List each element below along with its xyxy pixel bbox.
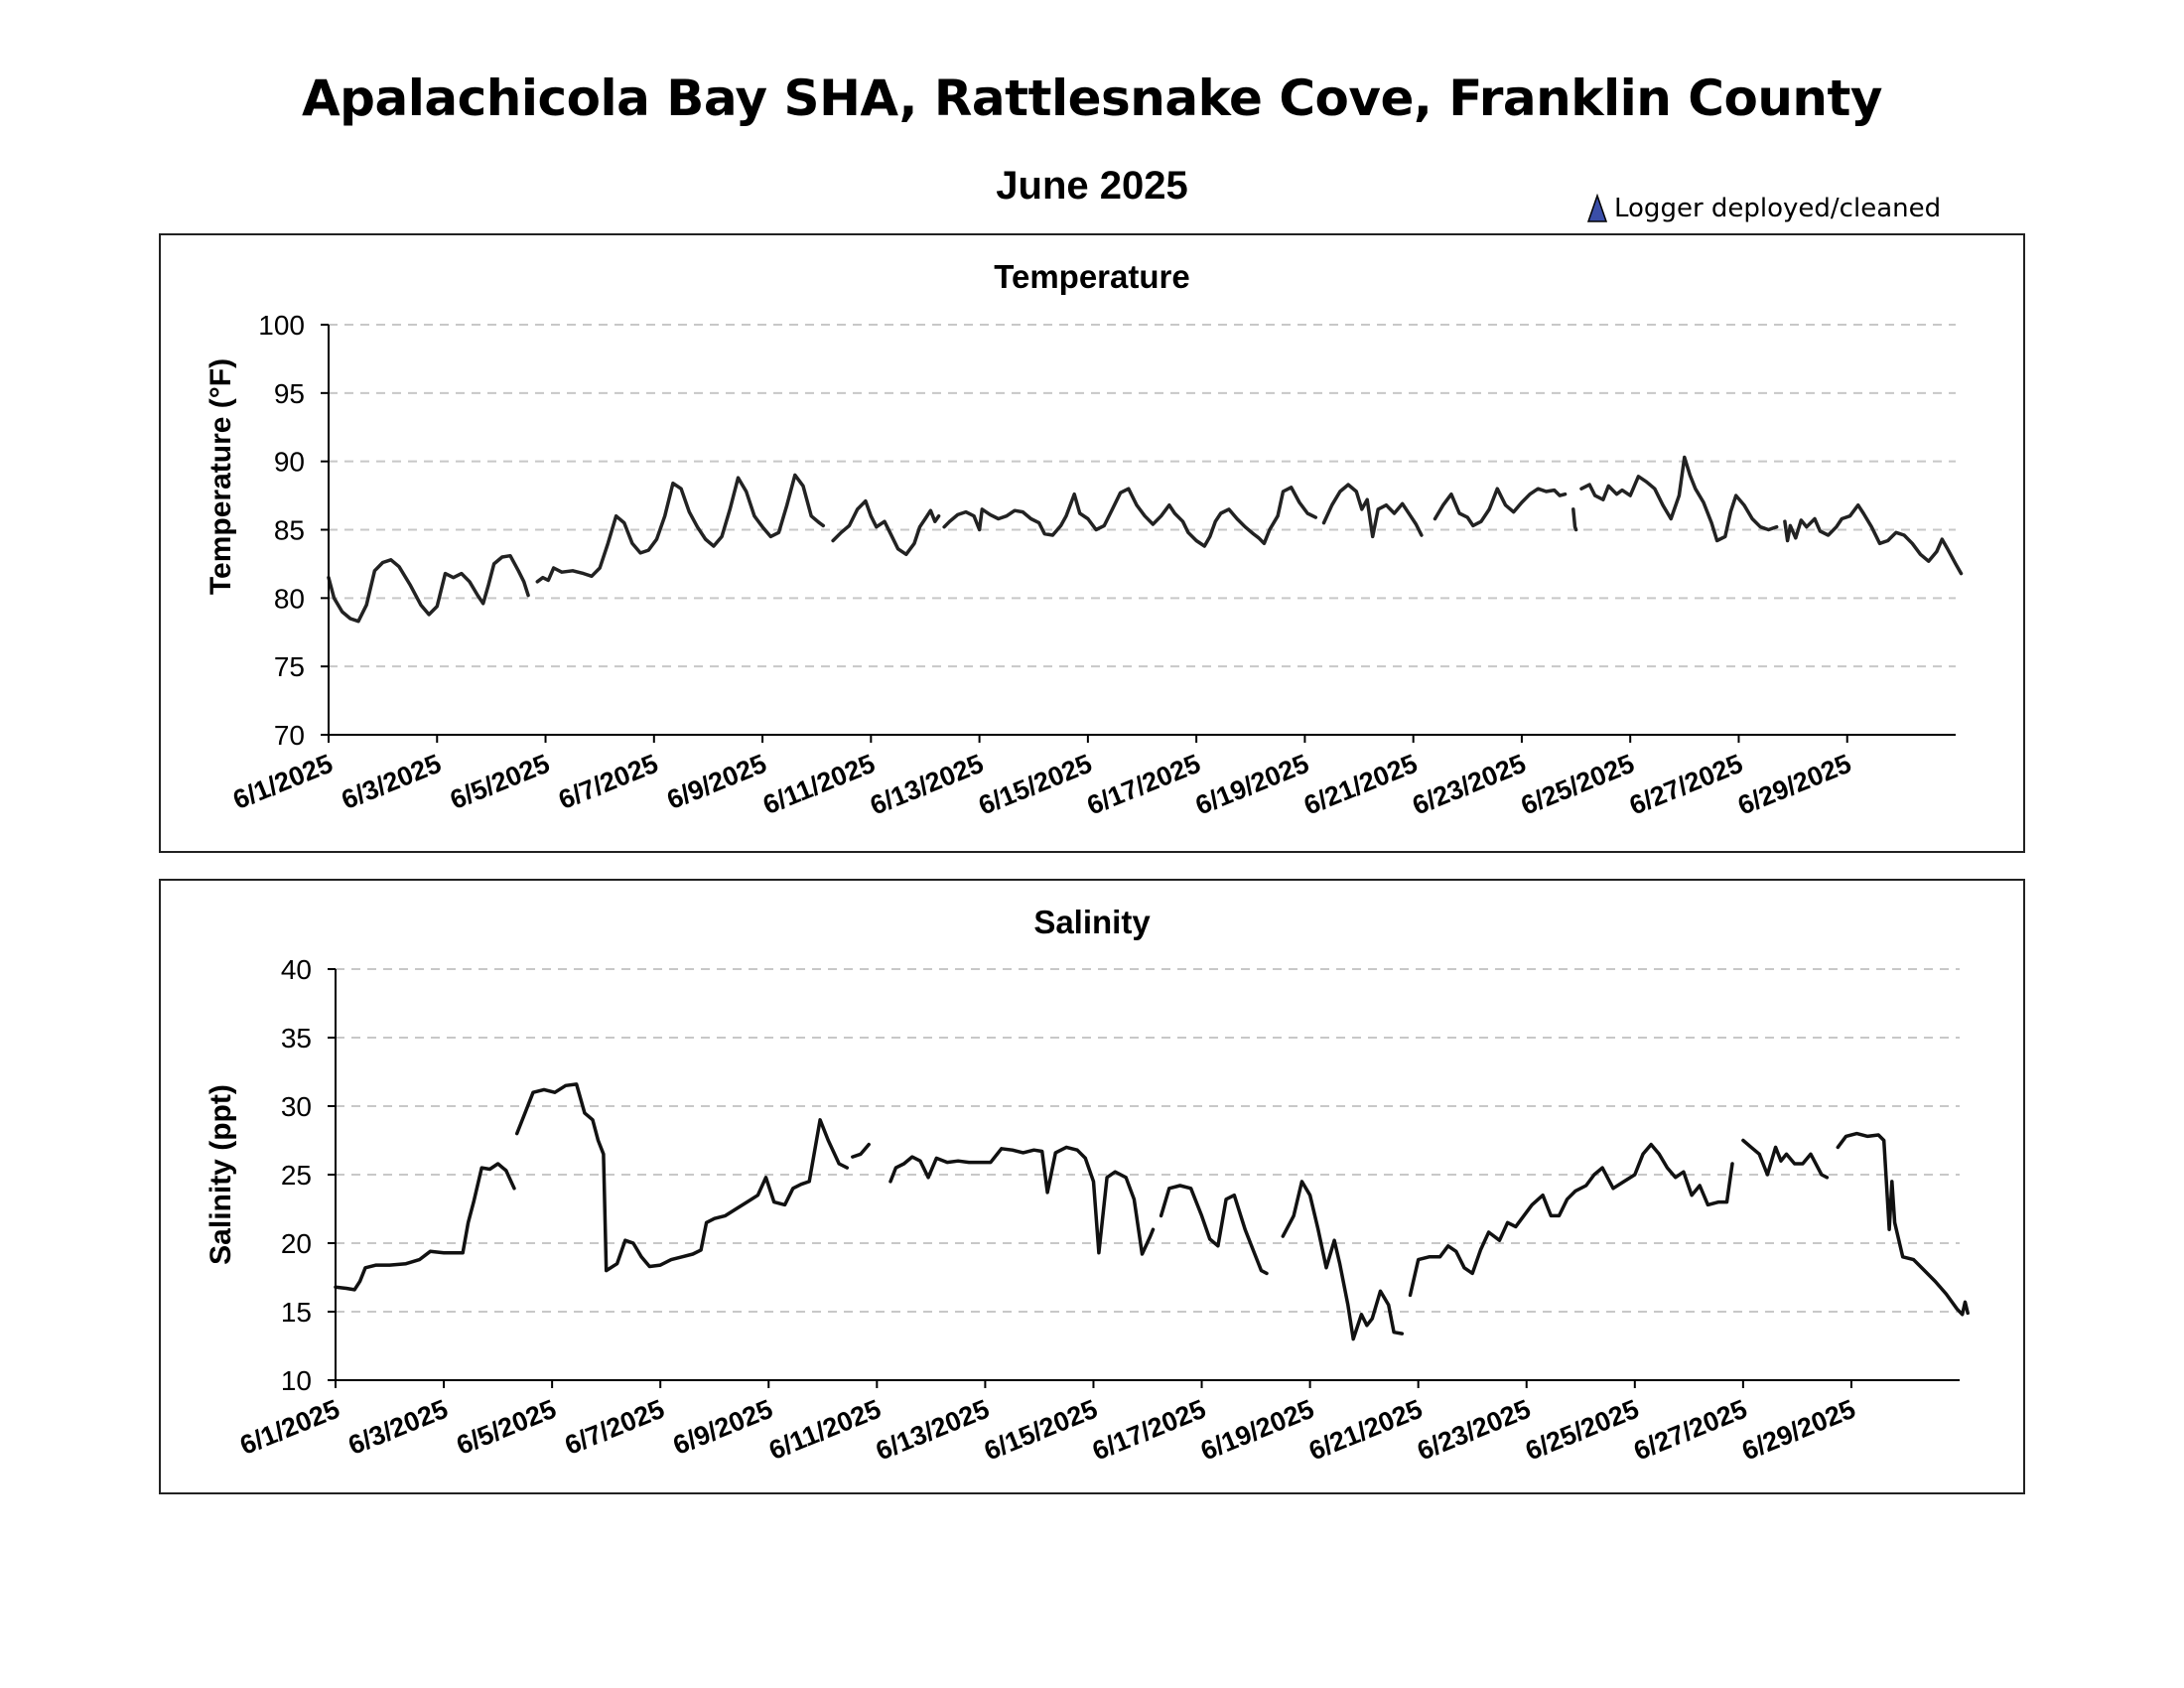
salinity-series-segment (514, 1082, 850, 1273)
temperature-ytick-label: 100 (258, 310, 305, 341)
temperature-series-segment (327, 553, 530, 624)
temperature-ytick-label: 70 (274, 720, 305, 751)
salinity-series-segment (1281, 1180, 1405, 1341)
salinity-chart-frame (159, 879, 2025, 1494)
legend: Logger deployed/cleaned (1586, 194, 1941, 223)
salinity-series-segment (1408, 1142, 1734, 1298)
temperature-series-segment (1783, 502, 1964, 576)
salinity-series-segment (851, 1142, 871, 1159)
salinity-ylabel: Salinity (ppt) (205, 1084, 237, 1265)
temperature-ytick-label: 95 (274, 378, 305, 409)
temperature-ytick-label: 85 (274, 515, 305, 546)
temperature-ylabel: Temperature (°F) (205, 358, 237, 595)
temperature-chart-title: Temperature (994, 258, 1189, 295)
subtitle: June 2025 (996, 164, 1188, 208)
salinity-chart-title: Salinity (1033, 904, 1151, 940)
salinity-ytick-label: 20 (281, 1228, 312, 1259)
salinity-series-segment (1159, 1184, 1269, 1276)
temperature-chart-frame (159, 233, 2025, 853)
temperature-ytick-label: 80 (274, 583, 305, 614)
main-title: Apalachicola Bay SHA, Rattlesnake Cove, … (301, 70, 1883, 127)
salinity-ytick-label: 35 (281, 1023, 312, 1054)
blue-triangle-icon (1586, 194, 1608, 222)
temperature-series-segment (1579, 455, 1779, 543)
salinity-ytick-label: 10 (281, 1365, 312, 1396)
salinity-series-segment (1836, 1131, 1970, 1317)
temperature-series-segment (1433, 487, 1568, 528)
temperature-ytick-label: 75 (274, 651, 305, 682)
salinity-ytick-label: 25 (281, 1160, 312, 1191)
temperature-series-segment (942, 486, 1318, 548)
salinity-series-segment (1741, 1138, 1830, 1180)
salinity-ytick-label: 15 (281, 1297, 312, 1328)
temperature-series-segment (535, 473, 826, 584)
salinity-ytick-label: 40 (281, 954, 312, 985)
salinity-series-segment (888, 1145, 1156, 1256)
temperature-chart: Temperature Temperature (°F) 70 75 80 85 90 9… (159, 233, 2025, 853)
temperature-series-segment (1321, 483, 1424, 539)
temperature-series-segment (831, 498, 941, 557)
temperature-ytick-label: 90 (274, 447, 305, 478)
salinity-ytick-label: 30 (281, 1091, 312, 1122)
temperature-series-segment (1571, 507, 1578, 532)
salinity-series-segment (334, 1162, 516, 1292)
legend-label: Logger deployed/cleaned (1614, 194, 1942, 223)
